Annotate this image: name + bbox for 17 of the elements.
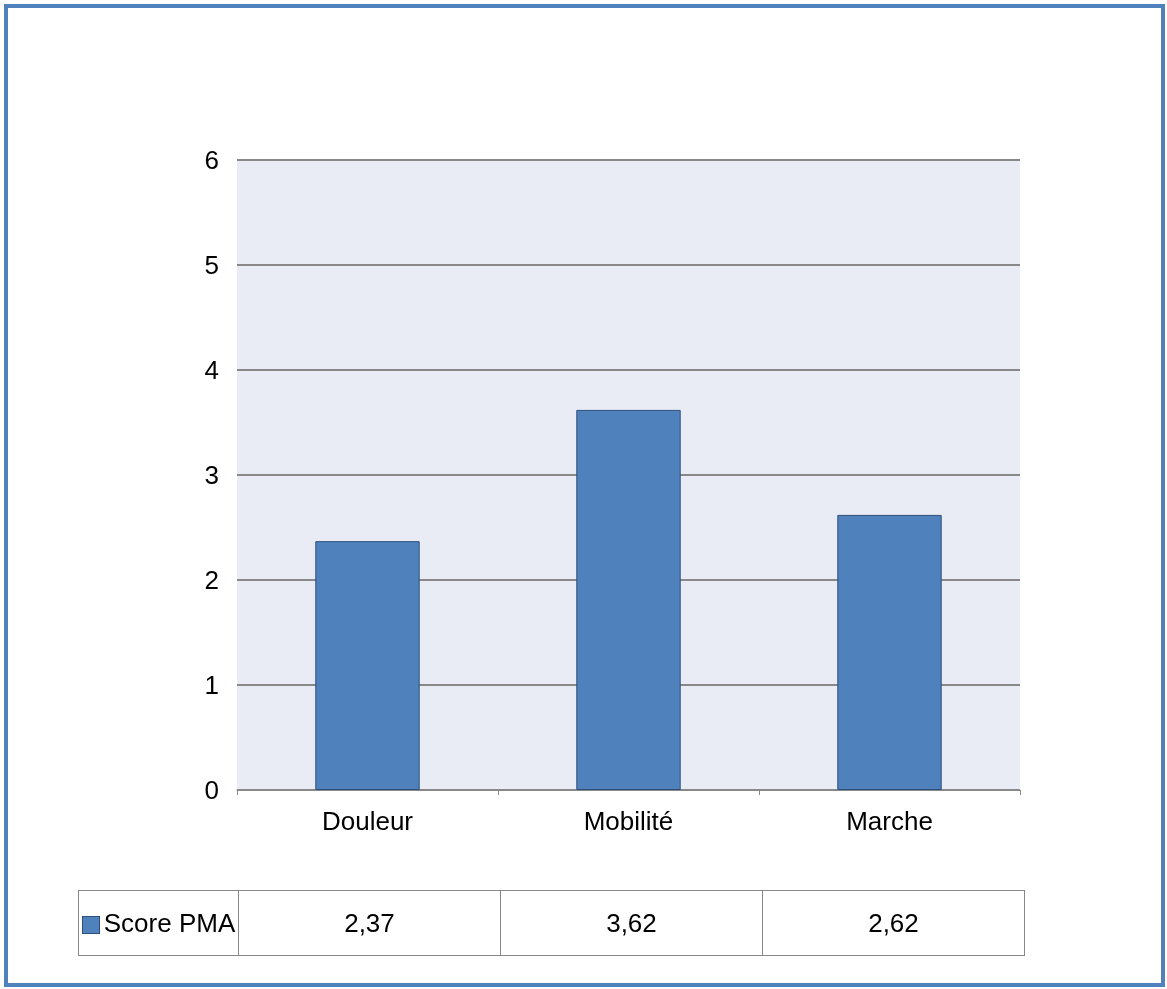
legend-label: Score PMA [78, 890, 239, 956]
y-tick-label: 4 [204, 355, 219, 385]
bar [837, 514, 942, 790]
data-label: 3,62 [500, 890, 763, 956]
y-tick-label: 2 [204, 565, 219, 595]
y-tick-label: 0 [204, 775, 219, 805]
y-tick-label: 6 [204, 145, 219, 175]
y-tick-label: 3 [204, 460, 219, 490]
x-tick-label: Mobilité [583, 806, 674, 836]
bar [576, 409, 681, 790]
y-tick-label: 1 [204, 670, 219, 700]
data-label: 2,37 [238, 890, 501, 956]
data-label: 2,62 [762, 890, 1025, 956]
y-tick-label: 5 [204, 250, 219, 280]
x-tick-label: Douleur [321, 806, 414, 836]
bar [315, 541, 420, 790]
x-tick-label: Marche [846, 806, 933, 836]
